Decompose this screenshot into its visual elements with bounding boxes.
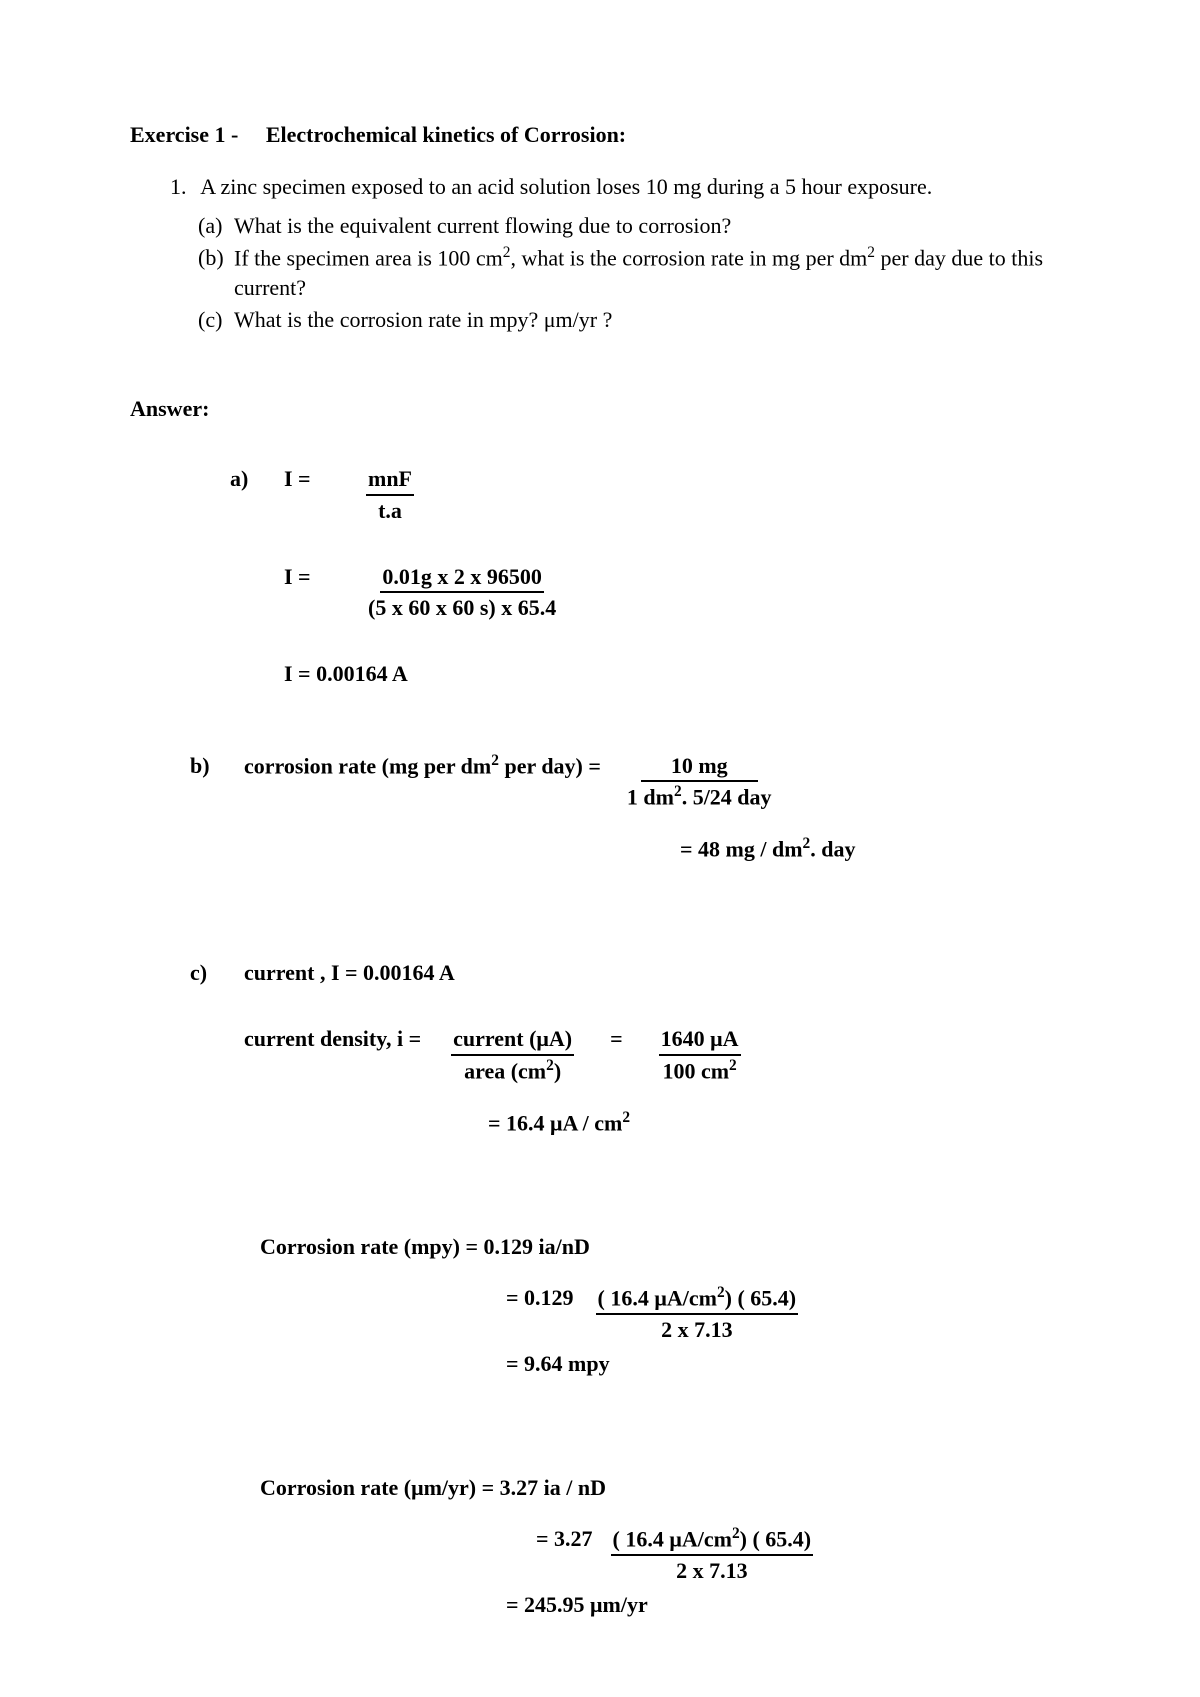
mpy-pre: = 0.129 (506, 1283, 596, 1313)
question-text: A zinc specimen exposed to an acid solut… (200, 174, 932, 199)
part-c-mpy-eq: = 0.129 ( 16.4 μA/cm2) ( 65.4) 2 x 7.13 (506, 1283, 1070, 1345)
sub-b-label: (b) (198, 243, 234, 303)
mpy-lead: Corrosion rate (mpy) = 0.129 ia/nD (260, 1232, 590, 1262)
sub-c-label: (c) (198, 305, 234, 335)
density-lead: current density, i = (244, 1024, 451, 1054)
fraction: 1640 μA 100 cm2 (659, 1024, 741, 1086)
sub-b-text: If the specimen area is 100 cm2, what is… (234, 243, 1070, 303)
exercise-title: Exercise 1 - Electrochemical kinetics of… (130, 120, 1070, 150)
part-c-um-lead: Corrosion rate (μm/yr) = 3.27 ia / nD (260, 1473, 1070, 1503)
part-c-um-eq: = 3.27 ( 16.4 μA/cm2) ( 65.4) 2 x 7.13 (536, 1524, 1070, 1586)
part-c-um-result: = 245.95 μm/yr (506, 1590, 1070, 1620)
question-number: 1. (170, 172, 196, 202)
sub-c: (c) What is the corrosion rate in mpy? μ… (198, 305, 1070, 335)
equals: = (574, 1024, 659, 1054)
answer-heading: Answer: (130, 394, 1070, 424)
result-text: I = 0.00164 A (284, 659, 408, 689)
part-c-mpy-result: = 9.64 mpy (506, 1349, 1070, 1379)
title-topic: Electrochemical kinetics of Corrosion: (266, 122, 626, 147)
part-a-result: I = 0.00164 A (230, 659, 1070, 689)
result-text: = 48 mg / dm2. day (680, 834, 856, 864)
part-b-eq1: b) corrosion rate (mg per dm2 per day) =… (190, 751, 1070, 813)
part-a-label: a) (230, 464, 284, 494)
fraction: current (μA) area (cm2) (451, 1024, 574, 1086)
part-c-density: current density, i = current (μA) area (… (244, 1024, 1070, 1086)
fraction: ( 16.4 μA/cm2) ( 65.4) 2 x 7.13 (611, 1524, 814, 1586)
part-c-density-result: = 16.4 μA / cm2 (488, 1108, 1070, 1138)
sub-b: (b) If the specimen area is 100 cm2, wha… (198, 243, 1070, 303)
fraction: 10 mg 1 dm2. 5/24 day (625, 751, 774, 813)
part-a-eq1: a) I = mnF t.a (230, 464, 1070, 525)
sub-c-text: What is the corrosion rate in mpy? μm/yr… (234, 305, 612, 335)
part-c-mpy-lead: Corrosion rate (mpy) = 0.129 ia/nD (260, 1232, 1070, 1262)
fraction: 0.01g x 2 x 96500 (5 x 60 x 60 s) x 65.4 (366, 562, 558, 623)
answer-body: a) I = mnF t.a I = 0.01g x 2 x 96500 (5 … (230, 464, 1070, 1620)
eq-lead: I = (284, 562, 366, 592)
part-a-eq2: I = 0.01g x 2 x 96500 (5 x 60 x 60 s) x … (230, 562, 1070, 623)
sub-a-text: What is the equivalent current flowing d… (234, 211, 731, 241)
b-lead: corrosion rate (mg per dm2 per day) = (244, 751, 625, 781)
current-text: current , I = 0.00164 A (244, 958, 455, 988)
eq-lead: I = (284, 464, 366, 494)
result-text: = 245.95 μm/yr (506, 1590, 648, 1620)
part-b-label: b) (190, 751, 244, 781)
fraction: mnF t.a (366, 464, 414, 525)
sub-a: (a) What is the equivalent current flowi… (198, 211, 1070, 241)
part-c-label: c) (190, 958, 244, 988)
question-1: 1. A zinc specimen exposed to an acid so… (170, 172, 1070, 202)
result-text: = 9.64 mpy (506, 1349, 610, 1379)
fraction: ( 16.4 μA/cm2) ( 65.4) 2 x 7.13 (596, 1283, 799, 1345)
part-b-result: = 48 mg / dm2. day (680, 834, 1070, 864)
result-text: = 16.4 μA / cm2 (488, 1108, 630, 1138)
title-prefix: Exercise 1 - (130, 122, 238, 147)
question-sublist: (a) What is the equivalent current flowi… (198, 211, 1070, 334)
sub-a-label: (a) (198, 211, 234, 241)
um-lead: Corrosion rate (μm/yr) = 3.27 ia / nD (260, 1473, 606, 1503)
part-c-line1: c) current , I = 0.00164 A (190, 958, 1070, 988)
um-pre: = 3.27 (536, 1524, 611, 1554)
